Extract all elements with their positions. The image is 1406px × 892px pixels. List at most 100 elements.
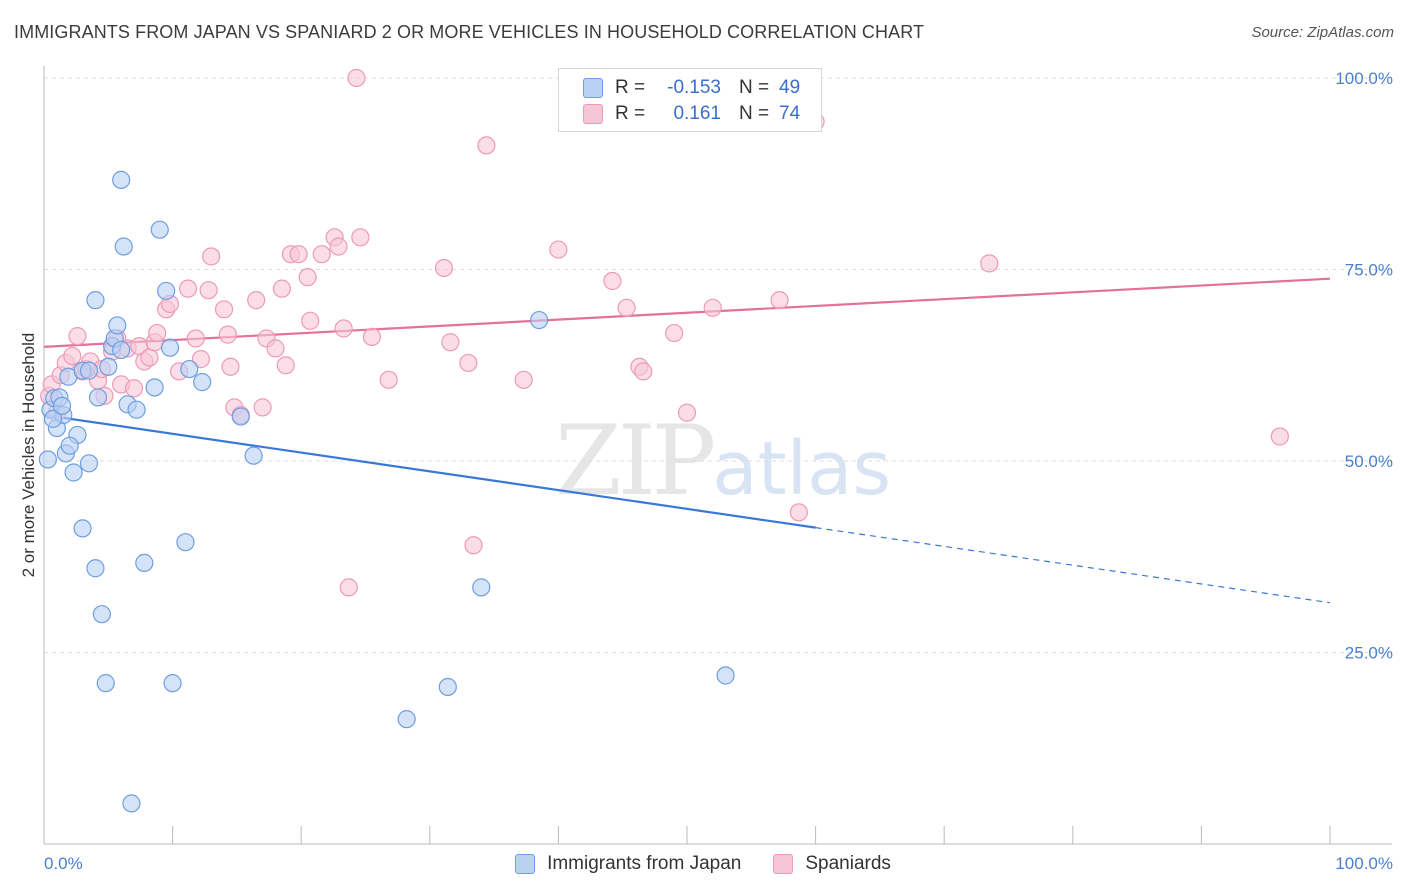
spaniard-point [477,136,496,155]
spaniard-point [68,327,87,346]
japan-trend-extension [815,527,1331,604]
japan-swatch [583,78,603,98]
spaniard-point [634,362,653,381]
y-tick-label: 50.0% [1345,452,1393,471]
spaniard-point [247,291,266,310]
spaniard-point [703,298,722,317]
japan-point [180,359,199,379]
japan-point [86,559,105,578]
japan-point [438,677,457,697]
legend-item-japan[interactable]: Immigrants from Japan [515,853,741,875]
spaniard-point [1270,427,1289,446]
tick-labels: 25.0% 50.0% 75.0% 100.0% 0.0% 100.0% [44,69,1393,873]
spaniard-point [272,279,292,298]
japan-trend-line [43,413,816,529]
n-value: 74 [779,103,801,124]
spaniard-point [191,350,210,369]
legend-label-japan: Immigrants from Japan [547,853,742,874]
spaniard-point [789,503,808,522]
japan-point [176,533,195,552]
japan-point [38,450,57,469]
y-tick-label: 100.0% [1335,69,1393,88]
r-label: R = [615,77,646,98]
spaniard-point [617,298,636,317]
japan-point [716,666,735,685]
r-value: 0.161 [673,103,721,124]
japan-point [79,361,99,380]
spaniard-point [298,268,317,287]
spaniard-point [347,68,366,88]
trend-lines [43,277,1331,604]
spaniard-point [441,333,460,352]
legend-label-spaniards: Spaniards [805,853,891,874]
n-label: N = [739,103,770,124]
japan-point [472,578,491,597]
japan-point [122,794,141,813]
spaniard-point [199,281,218,300]
japan-point [530,310,549,330]
japan-point [52,396,72,415]
spaniard-point [770,291,789,310]
r-label: R = [615,103,646,124]
japan-point [73,519,92,538]
y-tick-label: 75.0% [1345,261,1393,280]
japan-point [88,388,108,407]
spaniard-point [339,578,358,597]
spaniard-point [148,323,167,343]
japan-point [112,340,131,360]
spaniard-point [140,348,159,367]
spaniard-swatch [583,104,603,124]
legend-row-japan: R = -0.153 N = 49 [583,76,800,100]
spaniard-point [214,300,234,319]
spaniard-point [276,356,295,375]
n-label: N = [739,77,770,98]
spaniard-point [514,370,533,389]
data-points [38,68,1289,813]
spaniard-point [334,319,353,338]
japan-point [145,378,164,397]
japan-point [108,316,127,335]
spaniard-trend-line [43,277,1331,348]
spaniard-point [329,237,348,256]
japan-point [231,407,250,426]
japan-point [99,357,118,376]
spaniard-point [253,398,272,417]
spaniard-point [218,325,237,344]
japan-point [193,373,212,392]
grid-lines [44,77,1392,653]
japan-point [157,281,176,301]
japan-point [150,220,169,239]
legend-row-spaniards: R = 0.161 N = 74 [583,102,800,126]
correlation-legend: R = -0.153 N = 49 R = 0.161 N = 74 [558,68,822,132]
japan-point [43,409,63,428]
spaniard-point [221,357,240,376]
japan-point [60,436,79,455]
spaniard-point [549,240,568,259]
x-tick-label: 100.0% [1335,854,1393,873]
x-tick-label: 0.0% [44,854,83,873]
r-value: -0.153 [667,77,721,98]
chart-title: IMMIGRANTS FROM JAPAN VS SPANIARD 2 OR M… [14,22,925,42]
spaniard-point [464,536,483,555]
spaniard-point [459,353,478,373]
n-value: 49 [779,77,801,98]
watermark-atlas: atlas [712,426,892,512]
legend-item-spaniards[interactable]: Spaniards [773,853,891,875]
japan-point [96,674,115,693]
japan-point [135,553,154,572]
spaniard-point [301,311,320,330]
spaniard-point [124,379,144,398]
japan-point [397,710,416,729]
spaniard-point [202,247,221,266]
japan-point [127,400,146,419]
spaniard-point [362,327,382,347]
japan-point [163,674,182,693]
spaniard-point [289,245,308,264]
spaniard-point [980,254,999,273]
spaniard-point [266,339,285,358]
source-credit: Source: ZipAtlas.com [1251,24,1394,41]
spaniard-point [665,323,684,343]
spaniard-point [379,370,398,389]
spaniard-point [178,279,198,298]
japan-point [112,170,131,189]
